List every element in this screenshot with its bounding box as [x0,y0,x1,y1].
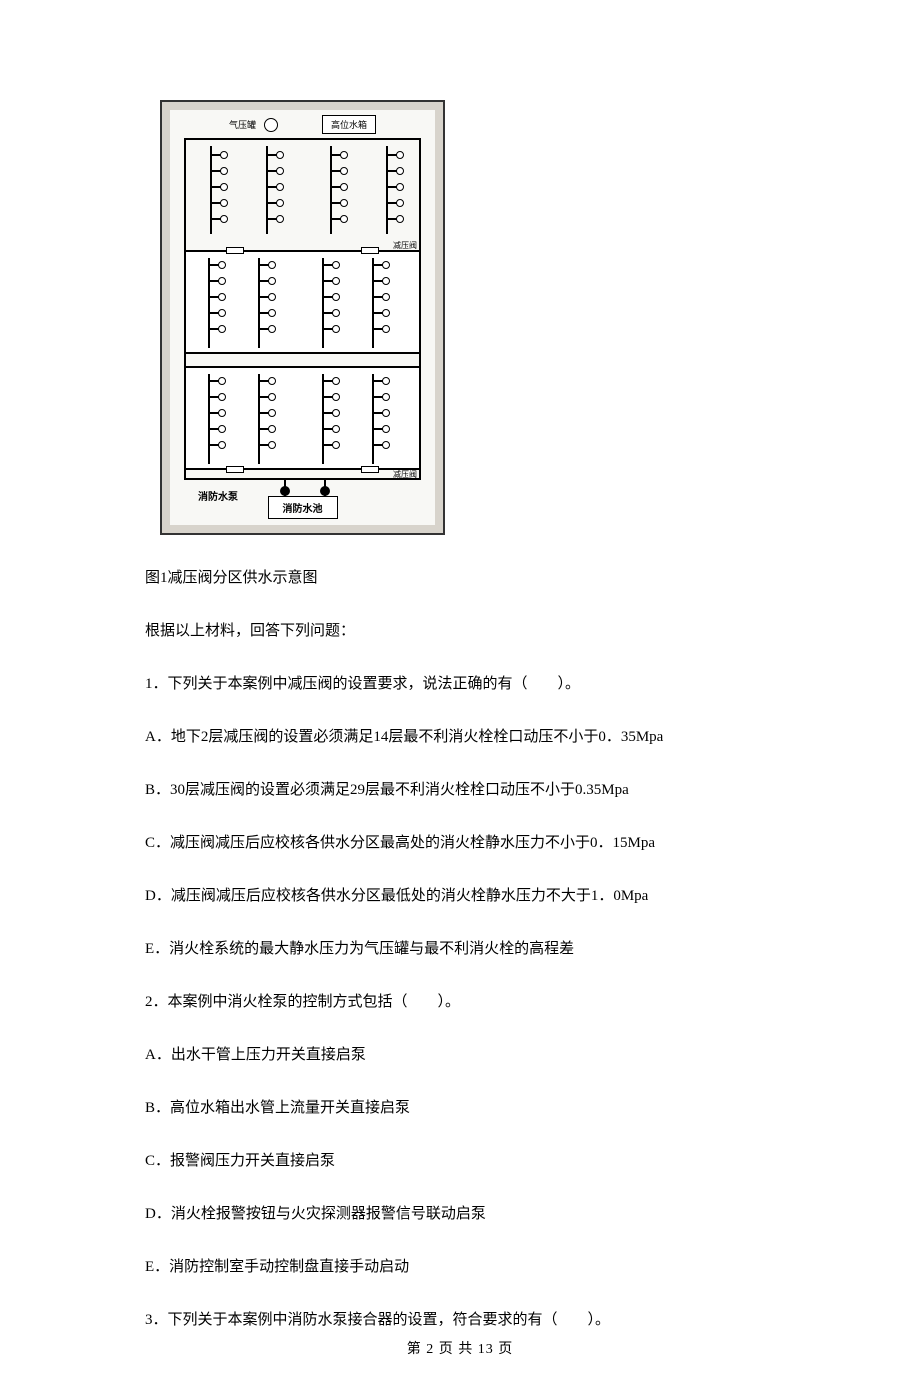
q1-option-b: B．30层减压阀的设置必须满足29层最不利消火栓栓口动压不小于0.35Mpa [145,777,775,804]
q2-option-d: D．消火栓报警按钮与火灾探测器报警信号联动启泵 [145,1201,775,1228]
riser-1-1 [202,146,242,234]
bottom-tank-box: 消防水池 [268,496,338,519]
riser-1-4 [378,146,418,234]
pump-label: 消防水泵 [198,488,238,503]
top-header-pipe [184,138,421,140]
riser-1-2 [258,146,298,234]
q3-stem: 3．下列关于本案例中消防水泵接合器的设置，符合要求的有（ ）。 [145,1307,775,1334]
riser-1-3 [322,146,362,234]
diagram-top-labels: 气压罐 高位水箱 [170,115,435,134]
valve-3b [361,466,379,473]
riser-2-2 [250,258,290,348]
water-supply-diagram: 气压罐 高位水箱 [160,100,445,535]
page-footer: 第 2 页 共 13 页 [145,1338,775,1358]
q2-option-e: E．消防控制室手动控制盘直接手动启动 [145,1254,775,1281]
footer-current: 2 [426,1342,434,1357]
zone-1 [192,146,413,234]
diagram-inner: 气压罐 高位水箱 [170,110,435,525]
q1-option-d: D．减压阀减压后应校核各供水分区最低处的消火栓静水压力不大于1．0Mpa [145,883,775,910]
q1-option-a: A．地下2层减压阀的设置必须满足14层最不利消火栓栓口动压不小于0．35Mpa [145,724,775,751]
footer-mid: 页 共 [434,1342,478,1357]
riser-2-4 [364,258,404,348]
q2-option-b: B．高位水箱出水管上流量开关直接启泵 [145,1095,775,1122]
zone-3: 减压阀 [184,366,421,470]
valve-2b [361,247,379,254]
q2-option-c: C．报警阀压力开关直接启泵 [145,1148,775,1175]
bottom-header-pipe [184,478,421,480]
footer-prefix: 第 [407,1342,427,1357]
footer-total: 13 [478,1342,494,1357]
riser-3-2 [250,374,290,464]
riser-3-1 [200,374,240,464]
valve-2a [226,247,244,254]
valve-3a [226,466,244,473]
zone-2: 减压阀 [184,250,421,354]
diagram-caption: 图1减压阀分区供水示意图 [145,565,775,592]
q1-stem: 1．下列关于本案例中减压阀的设置要求，说法正确的有（ ）。 [145,671,775,698]
air-tank-label: 气压罐 [229,118,256,131]
prv-label-2: 减压阀 [393,240,417,251]
q2-option-a: A．出水干管上压力开关直接启泵 [145,1042,775,1069]
riser-3-4 [364,374,404,464]
top-tank-box: 高位水箱 [322,115,376,134]
riser-3-3 [314,374,354,464]
riser-2-1 [200,258,240,348]
air-tank-icon [264,118,278,132]
q2-stem: 2．本案例中消火栓泵的控制方式包括（ ）。 [145,989,775,1016]
intro-text: 根据以上材料，回答下列问题： [145,618,775,645]
q1-option-c: C．减压阀减压后应校核各供水分区最高处的消火栓静水压力不小于0．15Mpa [145,830,775,857]
riser-2-3 [314,258,354,348]
footer-suffix: 页 [494,1342,514,1357]
q1-option-e: E．消火栓系统的最大静水压力为气压罐与最不利消火栓的高程差 [145,936,775,963]
